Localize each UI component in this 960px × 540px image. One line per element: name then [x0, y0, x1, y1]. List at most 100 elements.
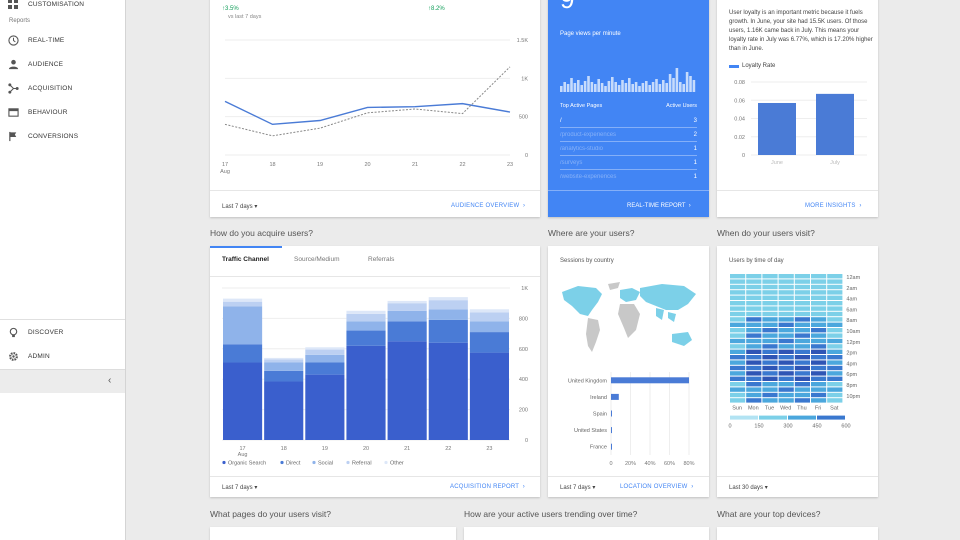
tab-traffic-channel[interactable]: Traffic Channel	[222, 256, 269, 263]
chevron-left-icon[interactable]: ‹	[108, 375, 112, 386]
legend-dot	[222, 460, 226, 465]
heatmap-cell	[746, 387, 762, 392]
nav-discover[interactable]: DISCOVER	[0, 322, 125, 342]
legend-swatch	[729, 64, 739, 68]
heatmap-cell	[794, 382, 810, 387]
heatmap-cell	[794, 355, 810, 360]
realtime-row[interactable]: /website-experiences 1	[560, 170, 697, 184]
pageview-bar	[617, 85, 621, 92]
time-heatmap: 12am 2am 4am 6am 8am 10am 12pm 2pm 4pm 6pm 8pm 10pm…	[728, 274, 861, 430]
realtime-big-number: 9	[560, 0, 574, 15]
realtime-row-page: /	[560, 117, 562, 124]
pageview-bar	[668, 74, 672, 92]
heatmap-cell	[762, 301, 778, 306]
realtime-row-users: 1	[693, 174, 697, 180]
heatmap-cell	[811, 349, 827, 354]
pageview-bar	[679, 82, 682, 92]
where-date-range[interactable]: Last 7 days ▾	[560, 485, 596, 491]
heatmap-cell	[827, 306, 843, 311]
realtime-row-users: 2	[693, 131, 697, 138]
heatmap-cell	[794, 301, 810, 306]
heatmap-cell	[730, 284, 746, 290]
heatmap-cell	[811, 306, 827, 311]
legend-label: Direct	[286, 461, 301, 467]
collapse-bar[interactable]: ‹	[0, 369, 125, 393]
audience-date-range[interactable]: Last 7 days ▾	[222, 204, 258, 210]
heatmap-cell	[778, 301, 794, 306]
y-tick-label: 500	[519, 115, 528, 121]
heatmap-cell	[730, 392, 746, 398]
nav-acquisition[interactable]: ACQUISITION	[0, 78, 125, 98]
metric-value-4: ——	[428, 0, 452, 4]
realtime-row[interactable]: /surveys 1	[560, 156, 697, 170]
nav-admin[interactable]: ADMIN	[0, 346, 125, 366]
heatmap-cell	[730, 376, 746, 381]
pageview-bar	[594, 84, 597, 92]
tab-referrals[interactable]: Referrals	[368, 256, 395, 263]
x-tick-label: 60%	[664, 461, 675, 467]
insights-card: User loyalty is an important metric beca…	[717, 0, 878, 217]
y-tick-label: 400	[519, 377, 528, 383]
realtime-row[interactable]: /3	[560, 114, 697, 128]
pageview-bar	[662, 80, 665, 92]
acquisition-bar-segment	[264, 370, 304, 382]
heatmap-cell	[762, 360, 778, 365]
heatmap-cell	[762, 398, 778, 403]
realtime-row-page: /surveys	[560, 159, 583, 166]
heatmap-cell	[730, 306, 746, 311]
heatmap-cell	[811, 328, 827, 333]
country-label: United Kingdom	[568, 378, 608, 384]
heatmap-cell	[794, 306, 810, 311]
heatmap-cell	[811, 376, 827, 381]
heatmap-cell	[730, 338, 746, 344]
realtime-report-link[interactable]: REAL-TIME REPORT ›	[627, 203, 691, 209]
heatmap-cell	[746, 279, 762, 284]
acquisition-report-link[interactable]: ACQUISITION REPORT ›	[450, 484, 525, 490]
nav-customisation[interactable]: CUSTOMISATION	[0, 0, 125, 14]
vs-label: vs last 7 days	[228, 14, 262, 20]
heatmap-cell	[730, 290, 746, 295]
country-bar-chart: 0 20% 40% 60% 80% United Kingdom Ireland Spain U…	[568, 372, 695, 467]
nav-conversions[interactable]: CONVERSIONS	[0, 126, 125, 146]
scale-label: 300	[783, 424, 792, 430]
acquisition-bar-segment	[305, 347, 345, 350]
audience-overview-link[interactable]: AUDIENCE OVERVIEW ›	[451, 203, 526, 209]
heatmap-cell	[762, 317, 778, 322]
heatmap-cell	[762, 333, 778, 338]
nav-real-time[interactable]: REAL-TIME	[0, 30, 125, 50]
heatmap-cell	[794, 365, 810, 371]
heatmap-cell	[811, 301, 827, 306]
heatmap-cell	[746, 365, 762, 371]
scale-label: 600	[841, 424, 850, 430]
day-label: Mon	[748, 406, 759, 412]
nav-audience[interactable]: AUDIENCE	[0, 54, 125, 74]
y-tick-label: 0	[525, 153, 528, 159]
pageview-bar	[566, 84, 570, 92]
acquire-date-range[interactable]: Last 7 days ▾	[222, 485, 258, 491]
x-month-label: Aug	[220, 169, 230, 175]
realtime-row[interactable]: /analytics-studio 1	[560, 142, 697, 156]
heatmap-cell	[811, 274, 827, 279]
realtime-row[interactable]: /product-experiences 2	[560, 128, 697, 142]
heatmap-cell	[778, 295, 794, 300]
heatmap-cell	[762, 328, 778, 333]
pageview-bar	[607, 81, 611, 92]
metric-change-1: ↑3.5%	[222, 6, 239, 12]
nav-behaviour[interactable]: BEHAVIOUR	[0, 102, 125, 122]
heatmap-cell	[746, 355, 762, 360]
more-insights-link[interactable]: MORE INSIGHTS ›	[805, 203, 862, 209]
heatmap-cell	[778, 387, 794, 392]
heatmap-cell	[746, 328, 762, 333]
pageview-bar	[577, 80, 580, 92]
when-date-range[interactable]: Last 30 days ▾	[729, 485, 768, 491]
location-overview-link[interactable]: LOCATION OVERVIEW ›	[620, 484, 694, 490]
heatmap-cell	[811, 284, 827, 290]
realtime-row-users: 1	[693, 145, 697, 152]
country-label: Spain	[593, 412, 607, 418]
x-tick-label: 18	[269, 162, 275, 168]
scale-swatch	[730, 415, 758, 420]
tab-source-medium[interactable]: Source/Medium	[294, 256, 340, 263]
metric-change-4: ↑8.2%	[428, 6, 445, 12]
heatmap-cell	[811, 365, 827, 371]
acquisition-bar-segment	[387, 321, 427, 342]
